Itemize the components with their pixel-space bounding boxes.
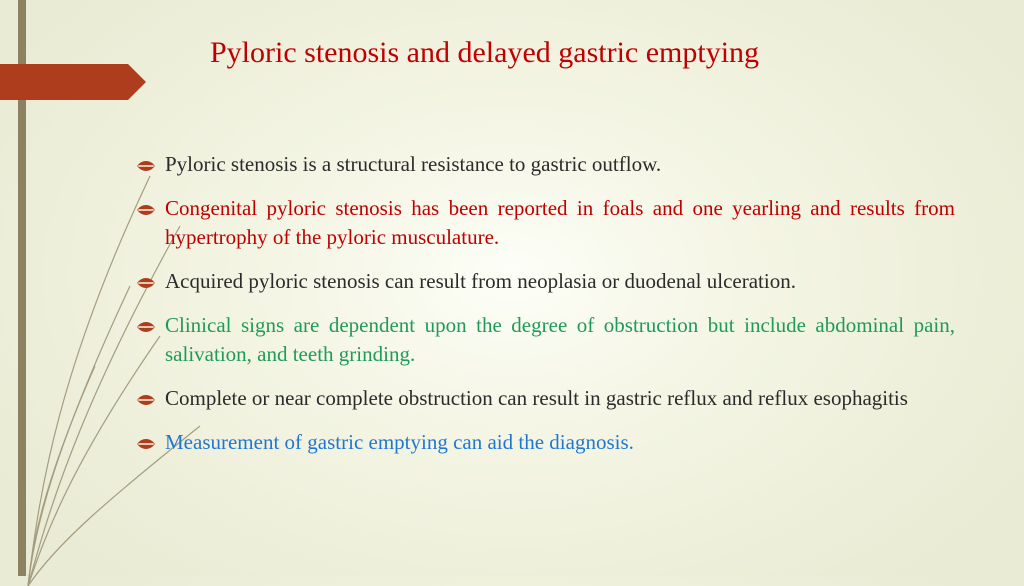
bullet-text: Measurement of gastric emptying can aid … — [165, 428, 634, 456]
leaf-bullet-icon — [135, 316, 157, 338]
leaf-bullet-icon — [135, 389, 157, 411]
list-item: Acquired pyloric stenosis can result fro… — [135, 267, 955, 295]
list-item: Congenital pyloric stenosis has been rep… — [135, 194, 955, 251]
title-arrow-banner — [0, 64, 128, 100]
list-item: Pyloric stenosis is a structural resista… — [135, 150, 955, 178]
bullet-list: Pyloric stenosis is a structural resista… — [135, 150, 955, 473]
leaf-bullet-icon — [135, 155, 157, 177]
bullet-text: Pyloric stenosis is a structural resista… — [165, 150, 661, 178]
list-item: Clinical signs are dependent upon the de… — [135, 311, 955, 368]
leaf-bullet-icon — [135, 199, 157, 221]
leaf-bullet-icon — [135, 272, 157, 294]
bullet-text: Clinical signs are dependent upon the de… — [165, 311, 955, 368]
leaf-bullet-icon — [135, 433, 157, 455]
bullet-text: Acquired pyloric stenosis can result fro… — [165, 267, 796, 295]
bullet-text: Complete or near complete obstruction ca… — [165, 384, 908, 412]
slide-title: Pyloric stenosis and delayed gastric emp… — [210, 36, 970, 70]
list-item: Complete or near complete obstruction ca… — [135, 384, 955, 412]
bullet-text: Congenital pyloric stenosis has been rep… — [165, 194, 955, 251]
list-item: Measurement of gastric emptying can aid … — [135, 428, 955, 456]
